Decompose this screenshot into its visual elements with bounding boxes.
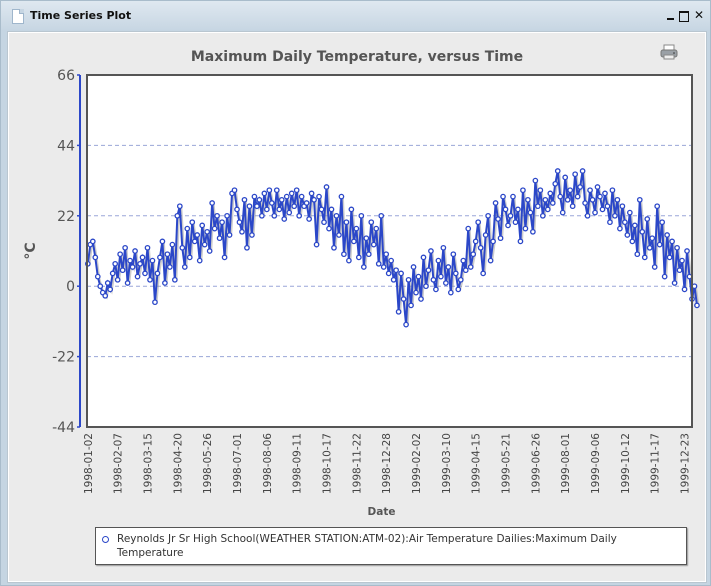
svg-text:1999-05-21: 1999-05-21 (501, 433, 513, 494)
svg-text:1998-11-22: 1998-11-22 (351, 433, 363, 494)
svg-text:1998-10-17: 1998-10-17 (322, 433, 334, 494)
svg-text:Date: Date (368, 506, 396, 518)
svg-text:1999-09-06: 1999-09-06 (590, 433, 602, 494)
svg-text:°C: °C (23, 242, 39, 259)
svg-text:1999-03-10: 1999-03-10 (441, 433, 453, 494)
window-titlebar[interactable]: Time Series Plot ✕ (1, 1, 710, 30)
svg-text:1998-05-26: 1998-05-26 (202, 433, 214, 494)
legend-label: Reynolds Jr Sr High School(WEATHER STATI… (117, 533, 617, 559)
svg-text:1999-08-01: 1999-08-01 (560, 433, 572, 494)
svg-text:66: 66 (57, 68, 75, 84)
svg-text:1998-02-07: 1998-02-07 (113, 433, 125, 494)
svg-text:0: 0 (66, 279, 75, 295)
svg-text:1998-12-28: 1998-12-28 (381, 433, 393, 494)
svg-text:1999-02-02: 1999-02-02 (411, 433, 423, 494)
svg-text:44: 44 (57, 138, 75, 154)
svg-text:1999-11-17: 1999-11-17 (650, 433, 662, 494)
svg-text:1998-04-20: 1998-04-20 (172, 433, 184, 494)
chart-legend: Reynolds Jr Sr High School(WEATHER STATI… (95, 527, 687, 565)
svg-text:1999-06-26: 1999-06-26 (530, 433, 542, 494)
chart-panel: Maximum Daily Temperature, versus Time 6… (7, 31, 707, 583)
svg-text:1998-08-06: 1998-08-06 (262, 433, 274, 494)
time-series-chart: 66 44 22 0 -22 -44 °C 1998-01-02 1998-02-07 1998-… (23, 68, 700, 518)
svg-text:1999-10-12: 1999-10-12 (620, 433, 632, 494)
svg-text:-44: -44 (52, 420, 75, 436)
minimize-button[interactable] (666, 18, 674, 20)
svg-text:1998-01-02: 1998-01-02 (83, 433, 95, 494)
maximize-button[interactable] (678, 11, 689, 22)
window-title: Time Series Plot (30, 9, 132, 22)
legend-marker-icon (102, 536, 109, 543)
svg-text:1998-09-11: 1998-09-11 (292, 433, 304, 494)
close-button[interactable]: ✕ (693, 8, 704, 22)
chart-title: Maximum Daily Temperature, versus Time (190, 49, 524, 65)
svg-text:1998-07-01: 1998-07-01 (232, 433, 244, 494)
svg-text:1998-03-15: 1998-03-15 (143, 433, 155, 494)
svg-text:1999-12-23: 1999-12-23 (680, 433, 692, 494)
printer-icon[interactable] (660, 44, 678, 60)
document-icon (12, 9, 24, 24)
svg-text:-22: -22 (52, 350, 75, 366)
svg-text:22: 22 (57, 209, 75, 225)
svg-text:1999-04-15: 1999-04-15 (471, 433, 483, 494)
